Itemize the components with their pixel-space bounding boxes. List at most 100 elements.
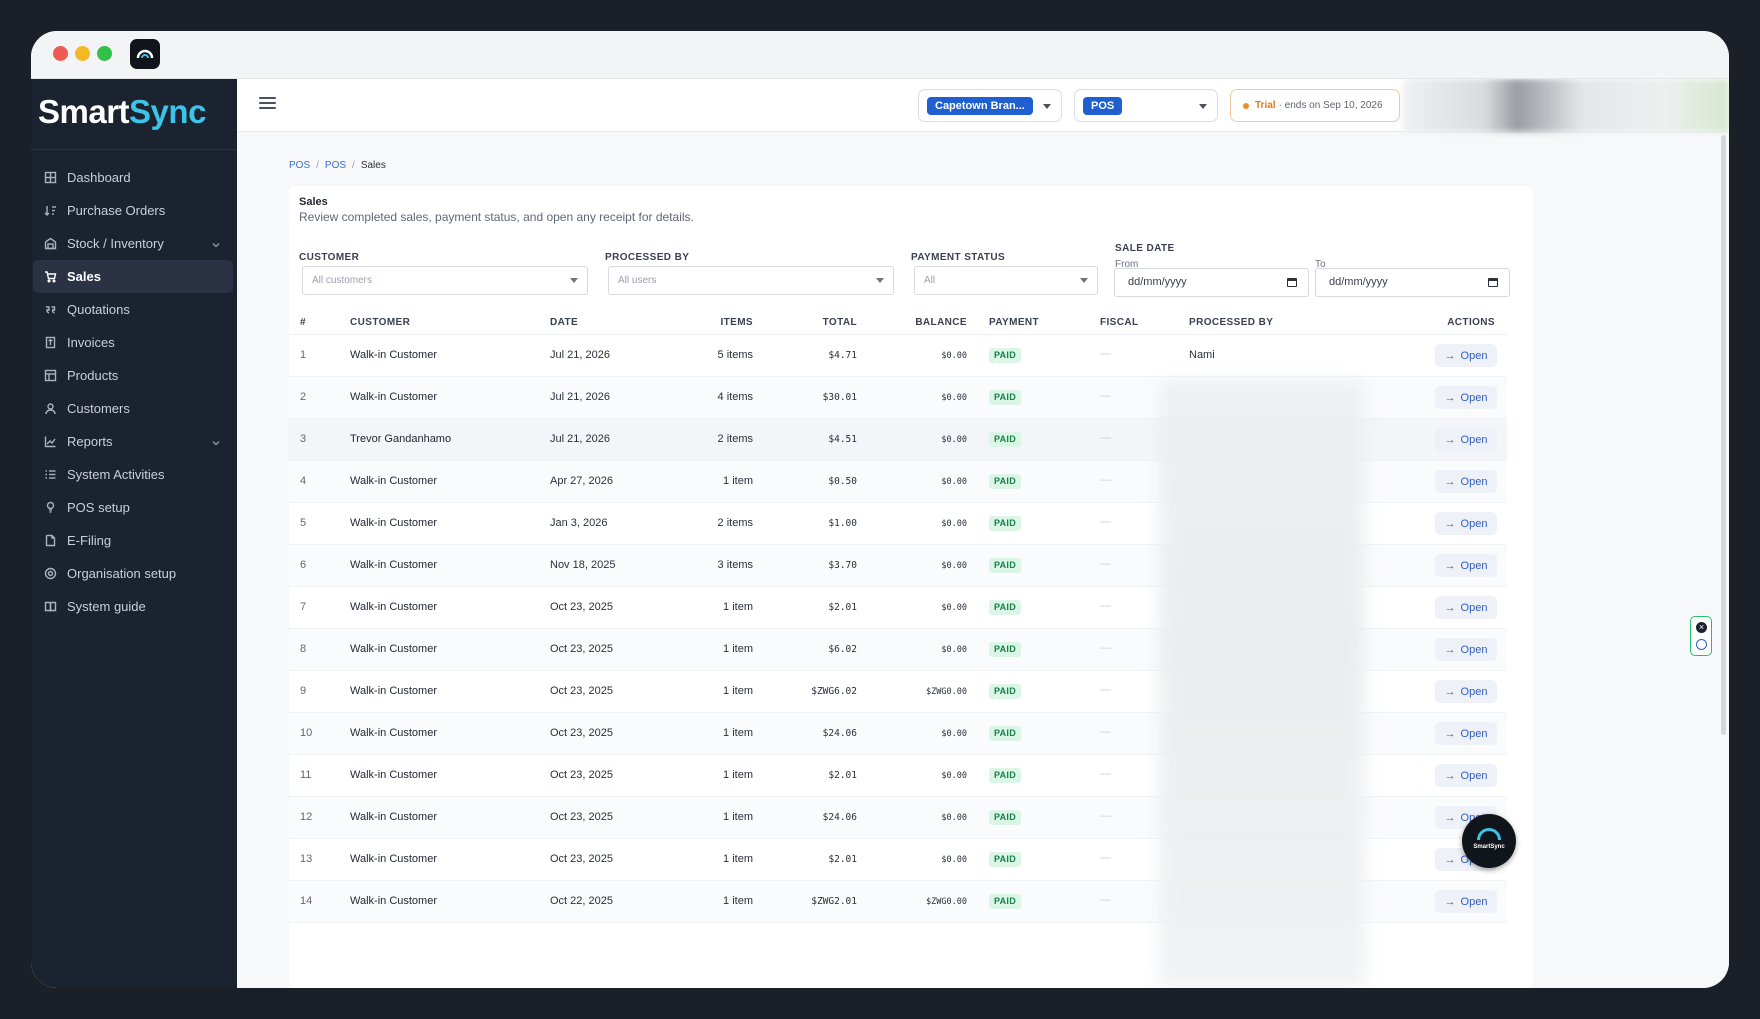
date-to-input[interactable]: dd/mm/yyyy (1315, 268, 1510, 297)
maximize-window-button[interactable] (97, 46, 112, 61)
open-receipt-button[interactable]: → Open (1435, 890, 1497, 913)
close-window-button[interactable] (53, 46, 68, 61)
column-header-processed-by[interactable]: PROCESSED BY (1189, 317, 1274, 328)
column-header-total[interactable]: TOTAL (822, 317, 857, 328)
top-bar: Capetown Bran... POS Trial · ends on Sep… (237, 79, 1729, 132)
row-customer: Walk-in Customer (350, 853, 437, 865)
trial-badge[interactable]: Trial · ends on Sep 10, 2026 (1230, 89, 1400, 122)
breadcrumb-link-pos[interactable]: POS (289, 160, 311, 171)
sidebar-item-reports[interactable]: Reports (33, 425, 233, 458)
row-balance: $0.00 (941, 561, 967, 571)
row-number: 13 (300, 853, 313, 865)
sidebar-item-sales[interactable]: Sales (33, 260, 233, 293)
branch-select[interactable]: Capetown Bran... (918, 89, 1062, 122)
customer-filter-label: CUSTOMER (299, 252, 360, 263)
row-items: 1 item (723, 727, 753, 739)
sidebar-item-purchase-orders[interactable]: Purchase Orders (33, 194, 233, 227)
row-balance: $0.00 (941, 855, 967, 865)
sidebar-item-label: Organisation setup (67, 566, 177, 581)
row-customer: Walk-in Customer (350, 475, 437, 487)
row-date: Oct 23, 2025 (550, 811, 613, 823)
open-receipt-button[interactable]: → Open (1435, 386, 1497, 409)
row-items: 1 item (723, 895, 753, 907)
customer-filter-select[interactable]: All customers (302, 266, 588, 295)
table-row[interactable]: 11 Walk-in Customer Oct 23, 2025 1 item $2.0… (289, 755, 1507, 797)
sidebar-item-pos-setup[interactable]: POS setup (33, 491, 233, 524)
sidebar-item-customers[interactable]: Customers (33, 392, 233, 425)
column-header-date[interactable]: DATE (550, 317, 579, 328)
sidebar-item-invoices[interactable]: Invoices (33, 326, 233, 359)
column-header-payment[interactable]: PAYMENT (989, 317, 1040, 328)
window-titlebar (31, 31, 1729, 79)
row-date: Oct 23, 2025 (550, 643, 613, 655)
floating-side-widget[interactable]: × (1690, 616, 1712, 656)
open-receipt-button[interactable]: → Open (1435, 344, 1497, 367)
calendar-icon[interactable] (1488, 278, 1498, 287)
minimize-window-button[interactable] (75, 46, 90, 61)
open-receipt-button[interactable]: → Open (1435, 428, 1497, 451)
row-balance: $0.00 (941, 393, 967, 403)
table-row[interactable]: 7 Walk-in Customer Oct 23, 2025 1 item $2.01… (289, 587, 1507, 629)
date-from-input[interactable]: dd/mm/yyyy (1114, 268, 1309, 297)
payment-status-filter-select[interactable]: All (914, 266, 1098, 295)
open-receipt-button[interactable]: → Open (1435, 554, 1497, 577)
chevron-down-icon[interactable] (211, 436, 221, 446)
column-header-fiscal: FISCAL (1100, 317, 1139, 328)
globe-icon[interactable] (1696, 639, 1707, 650)
row-items: 1 item (723, 769, 753, 781)
open-receipt-button[interactable]: → Open (1435, 512, 1497, 535)
cart-icon (43, 270, 57, 284)
sidebar-item-label: Products (67, 368, 119, 383)
row-balance: $0.00 (941, 603, 967, 613)
open-receipt-button[interactable]: → Open (1435, 638, 1497, 661)
row-number: 9 (300, 685, 307, 697)
close-icon[interactable]: × (1696, 622, 1707, 633)
page-scrollbar[interactable] (1721, 135, 1726, 735)
row-number: 8 (300, 643, 307, 655)
status-badge: PAID (989, 726, 1022, 741)
open-receipt-button[interactable]: → Open (1435, 722, 1497, 745)
table-row[interactable]: 9 Walk-in Customer Oct 23, 2025 1 item $ZWG6… (289, 671, 1507, 713)
row-date: Oct 23, 2025 (550, 685, 613, 697)
sidebar-item-quotations[interactable]: Quotations (33, 293, 233, 326)
sidebar-item-dashboard[interactable]: Dashboard (33, 161, 233, 194)
sidebar-item-label: POS setup (67, 500, 130, 515)
processed-by-filter-select[interactable]: All users (608, 266, 894, 295)
open-receipt-button[interactable]: → Open (1435, 764, 1497, 787)
sidebar-item-system-activities[interactable]: System Activities (33, 458, 233, 491)
sidebar-item-e-filing[interactable]: E-Filing (33, 524, 233, 557)
table-row[interactable]: 13 Walk-in Customer Oct 23, 2025 1 item $2.0… (289, 839, 1507, 881)
row-customer: Walk-in Customer (350, 349, 437, 361)
open-receipt-button[interactable]: → Open (1435, 470, 1497, 493)
column-header-items[interactable]: ITEMS (720, 317, 753, 328)
row-total: $2.01 (828, 854, 857, 865)
sales-table-body: 1 Walk-in Customer Jul 21, 2026 5 items $4.7… (289, 335, 1507, 923)
column-header-customer[interactable]: CUSTOMER (350, 317, 411, 328)
sidebar-item-label: Invoices (67, 335, 115, 350)
calendar-icon[interactable] (1287, 278, 1297, 287)
row-items: 1 item (723, 811, 753, 823)
main-area: Capetown Bran... POS Trial · ends on Sep… (237, 79, 1729, 988)
row-date: Oct 23, 2025 (550, 853, 613, 865)
table-row[interactable]: 1 Walk-in Customer Jul 21, 2026 5 items $4.7… (289, 335, 1507, 377)
redacted-processed-by (1159, 381, 1365, 988)
breadcrumb-link-pos-2[interactable]: POS (324, 160, 347, 171)
brand-logo[interactable]: SmartSync (38, 93, 206, 130)
menu-toggle-icon[interactable] (259, 97, 276, 111)
sidebar-item-stock-inventory[interactable]: Stock / Inventory (33, 227, 233, 260)
row-customer: Walk-in Customer (350, 895, 437, 907)
row-date: Nov 18, 2025 (550, 559, 616, 571)
table-row[interactable]: 5 Walk-in Customer Jan 3, 2026 2 items $1.00… (289, 503, 1507, 545)
row-customer: Walk-in Customer (350, 391, 437, 403)
open-label: Open (1460, 895, 1488, 908)
column-header-balance[interactable]: BALANCE (915, 317, 967, 328)
sidebar-item-products[interactable]: Products (33, 359, 233, 392)
pos-select[interactable]: POS (1074, 89, 1218, 122)
chevron-down-icon[interactable] (211, 238, 221, 248)
sidebar-item-organisation-setup[interactable]: Organisation setup (33, 557, 233, 590)
trial-label: Trial (1255, 100, 1276, 111)
open-receipt-button[interactable]: → Open (1435, 680, 1497, 703)
sidebar-item-system-guide[interactable]: System guide (33, 590, 233, 623)
open-receipt-button[interactable]: → Open (1435, 596, 1497, 619)
smartsync-assistant-button[interactable]: SmartSync (1462, 814, 1516, 868)
